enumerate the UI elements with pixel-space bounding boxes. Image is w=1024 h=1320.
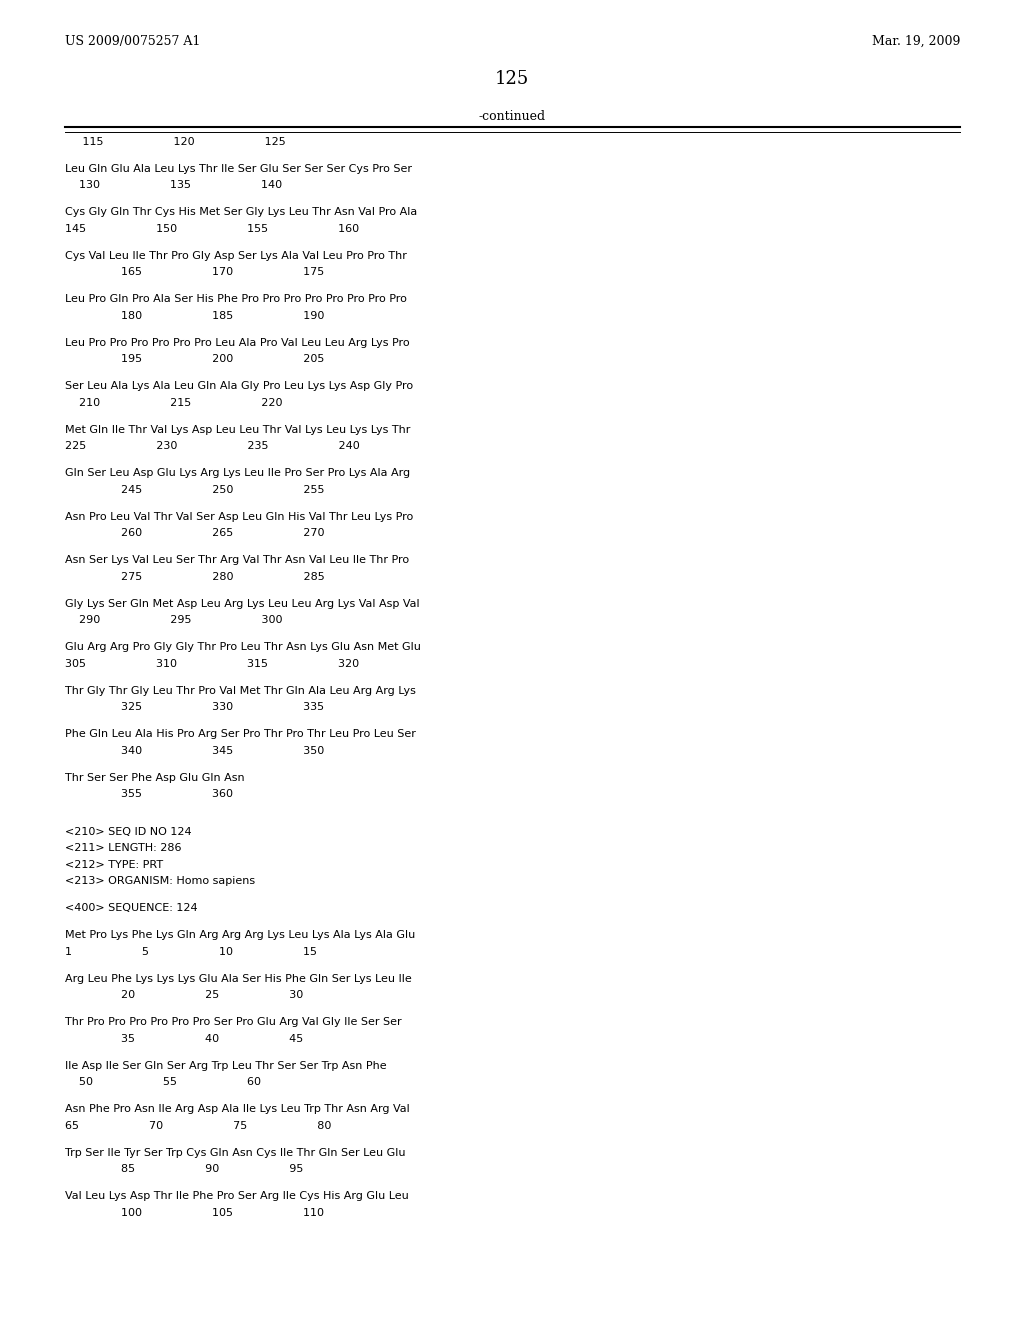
Text: 115                    120                    125: 115 120 125 <box>65 137 286 147</box>
Text: 65                    70                    75                    80: 65 70 75 80 <box>65 1121 332 1131</box>
Text: <400> SEQUENCE: 124: <400> SEQUENCE: 124 <box>65 903 198 913</box>
Text: 290                    295                    300: 290 295 300 <box>65 615 283 626</box>
Text: 1                    5                    10                    15: 1 5 10 15 <box>65 946 317 957</box>
Text: 260                    265                    270: 260 265 270 <box>65 528 325 539</box>
Text: Mar. 19, 2009: Mar. 19, 2009 <box>871 36 961 48</box>
Text: 85                    90                    95: 85 90 95 <box>65 1164 303 1175</box>
Text: Arg Leu Phe Lys Lys Lys Glu Ala Ser His Phe Gln Ser Lys Leu Ile: Arg Leu Phe Lys Lys Lys Glu Ala Ser His … <box>65 974 412 983</box>
Text: 245                    250                    255: 245 250 255 <box>65 484 325 495</box>
Text: Glu Arg Arg Pro Gly Gly Thr Pro Leu Thr Asn Lys Glu Asn Met Glu: Glu Arg Arg Pro Gly Gly Thr Pro Leu Thr … <box>65 643 421 652</box>
Text: 100                    105                    110: 100 105 110 <box>65 1208 324 1218</box>
Text: Thr Pro Pro Pro Pro Pro Pro Ser Pro Glu Arg Val Gly Ile Ser Ser: Thr Pro Pro Pro Pro Pro Pro Ser Pro Glu … <box>65 1018 401 1027</box>
Text: 130                    135                    140: 130 135 140 <box>65 181 283 190</box>
Text: 305                    310                    315                    320: 305 310 315 320 <box>65 659 359 669</box>
Text: 145                    150                    155                    160: 145 150 155 160 <box>65 224 359 234</box>
Text: 275                    280                    285: 275 280 285 <box>65 572 325 582</box>
Text: Asn Ser Lys Val Leu Ser Thr Arg Val Thr Asn Val Leu Ile Thr Pro: Asn Ser Lys Val Leu Ser Thr Arg Val Thr … <box>65 556 410 565</box>
Text: Met Gln Ile Thr Val Lys Asp Leu Leu Thr Val Lys Leu Lys Lys Thr: Met Gln Ile Thr Val Lys Asp Leu Leu Thr … <box>65 425 411 436</box>
Text: 325                    330                    335: 325 330 335 <box>65 702 325 713</box>
Text: 35                    40                    45: 35 40 45 <box>65 1034 303 1044</box>
Text: Asn Phe Pro Asn Ile Arg Asp Ala Ile Lys Leu Trp Thr Asn Arg Val: Asn Phe Pro Asn Ile Arg Asp Ala Ile Lys … <box>65 1105 410 1114</box>
Text: <210> SEQ ID NO 124: <210> SEQ ID NO 124 <box>65 828 191 837</box>
Text: Gly Lys Ser Gln Met Asp Leu Arg Lys Leu Leu Arg Lys Val Asp Val: Gly Lys Ser Gln Met Asp Leu Arg Lys Leu … <box>65 599 420 609</box>
Text: Leu Gln Glu Ala Leu Lys Thr Ile Ser Glu Ser Ser Ser Cys Pro Ser: Leu Gln Glu Ala Leu Lys Thr Ile Ser Glu … <box>65 164 412 174</box>
Text: 125: 125 <box>495 70 529 88</box>
Text: 195                    200                    205: 195 200 205 <box>65 355 325 364</box>
Text: 225                    230                    235                    240: 225 230 235 240 <box>65 441 359 451</box>
Text: Cys Gly Gln Thr Cys His Met Ser Gly Lys Leu Thr Asn Val Pro Ala: Cys Gly Gln Thr Cys His Met Ser Gly Lys … <box>65 207 417 218</box>
Text: US 2009/0075257 A1: US 2009/0075257 A1 <box>65 36 201 48</box>
Text: Met Pro Lys Phe Lys Gln Arg Arg Arg Lys Leu Lys Ala Lys Ala Glu: Met Pro Lys Phe Lys Gln Arg Arg Arg Lys … <box>65 931 416 940</box>
Text: Cys Val Leu Ile Thr Pro Gly Asp Ser Lys Ala Val Leu Pro Pro Thr: Cys Val Leu Ile Thr Pro Gly Asp Ser Lys … <box>65 251 407 261</box>
Text: Ile Asp Ile Ser Gln Ser Arg Trp Leu Thr Ser Ser Trp Asn Phe: Ile Asp Ile Ser Gln Ser Arg Trp Leu Thr … <box>65 1061 387 1071</box>
Text: Asn Pro Leu Val Thr Val Ser Asp Leu Gln His Val Thr Leu Lys Pro: Asn Pro Leu Val Thr Val Ser Asp Leu Gln … <box>65 512 414 521</box>
Text: -continued: -continued <box>478 110 546 123</box>
Text: 20                    25                    30: 20 25 30 <box>65 990 303 1001</box>
Text: Phe Gln Leu Ala His Pro Arg Ser Pro Thr Pro Thr Leu Pro Leu Ser: Phe Gln Leu Ala His Pro Arg Ser Pro Thr … <box>65 730 416 739</box>
Text: <212> TYPE: PRT: <212> TYPE: PRT <box>65 861 163 870</box>
Text: Leu Pro Pro Pro Pro Pro Pro Leu Ala Pro Val Leu Leu Arg Lys Pro: Leu Pro Pro Pro Pro Pro Pro Leu Ala Pro … <box>65 338 410 348</box>
Text: Thr Ser Ser Phe Asp Glu Gln Asn: Thr Ser Ser Phe Asp Glu Gln Asn <box>65 774 245 783</box>
Text: <213> ORGANISM: Homo sapiens: <213> ORGANISM: Homo sapiens <box>65 876 255 887</box>
Text: Trp Ser Ile Tyr Ser Trp Cys Gln Asn Cys Ile Thr Gln Ser Leu Glu: Trp Ser Ile Tyr Ser Trp Cys Gln Asn Cys … <box>65 1148 406 1158</box>
Text: 355                    360: 355 360 <box>65 789 233 800</box>
Text: 210                    215                    220: 210 215 220 <box>65 399 283 408</box>
Text: Thr Gly Thr Gly Leu Thr Pro Val Met Thr Gln Ala Leu Arg Arg Lys: Thr Gly Thr Gly Leu Thr Pro Val Met Thr … <box>65 686 416 696</box>
Text: 340                    345                    350: 340 345 350 <box>65 746 325 756</box>
Text: 50                    55                    60: 50 55 60 <box>65 1077 261 1088</box>
Text: 165                    170                    175: 165 170 175 <box>65 268 325 277</box>
Text: Ser Leu Ala Lys Ala Leu Gln Ala Gly Pro Leu Lys Lys Asp Gly Pro: Ser Leu Ala Lys Ala Leu Gln Ala Gly Pro … <box>65 381 413 392</box>
Text: <211> LENGTH: 286: <211> LENGTH: 286 <box>65 843 181 854</box>
Text: Leu Pro Gln Pro Ala Ser His Phe Pro Pro Pro Pro Pro Pro Pro Pro: Leu Pro Gln Pro Ala Ser His Phe Pro Pro … <box>65 294 407 305</box>
Text: Gln Ser Leu Asp Glu Lys Arg Lys Leu Ile Pro Ser Pro Lys Ala Arg: Gln Ser Leu Asp Glu Lys Arg Lys Leu Ile … <box>65 469 411 478</box>
Text: Val Leu Lys Asp Thr Ile Phe Pro Ser Arg Ile Cys His Arg Glu Leu: Val Leu Lys Asp Thr Ile Phe Pro Ser Arg … <box>65 1192 409 1201</box>
Text: 180                    185                    190: 180 185 190 <box>65 312 325 321</box>
